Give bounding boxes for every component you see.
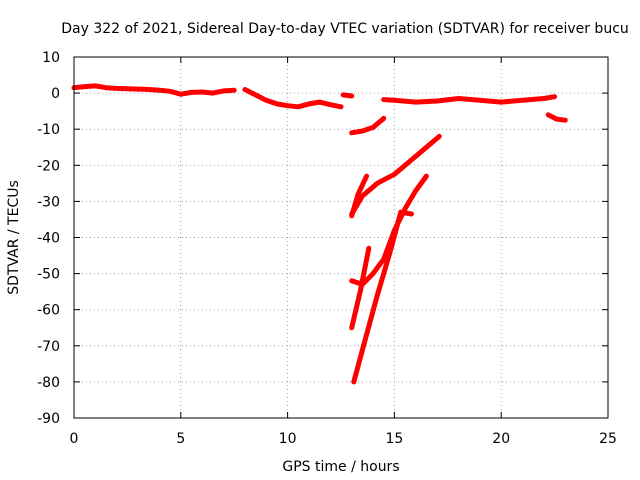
series-layer (71, 83, 568, 385)
y-tick-label: -90 (37, 411, 60, 427)
y-tick-label: -20 (37, 158, 60, 174)
y-tick-label: -70 (37, 339, 60, 355)
y-tick-label: 0 (51, 86, 60, 102)
series-trace-d (349, 115, 387, 136)
y-tick-label: -40 (37, 231, 60, 247)
y-tick-label: -60 (37, 303, 60, 319)
series-trace-i (349, 245, 372, 331)
series-trace-c (340, 92, 355, 99)
y-tick-label: -50 (37, 267, 60, 283)
series-trace-h (349, 173, 370, 219)
x-axis-label: GPS time / hours (282, 459, 399, 475)
series-trace-k (351, 209, 414, 385)
axis-ticks: 0 5 10 15 20 25 10 0 -10 -20 -30 -40 -50 -60 -70 -80 -90 (37, 50, 617, 447)
x-tick-label: 25 (599, 431, 617, 447)
series-trace-e (381, 94, 558, 105)
x-tick-label: 20 (492, 431, 510, 447)
series-trace-j (349, 173, 429, 287)
series-trace-f (545, 112, 568, 123)
x-tick-label: 10 (279, 431, 297, 447)
series-trace-a (71, 83, 237, 97)
y-tick-label: -80 (37, 375, 60, 391)
x-tick-label: 5 (176, 431, 185, 447)
grid-lines (74, 57, 608, 418)
y-tick-label: 10 (42, 50, 60, 66)
x-tick-label: 15 (385, 431, 403, 447)
y-tick-label: -30 (37, 194, 60, 210)
y-tick-label: -10 (37, 122, 60, 138)
x-tick-label: 0 (70, 431, 79, 447)
y-axis-label: SDTVAR / TECUs (6, 180, 22, 295)
series-trace-g (349, 133, 442, 217)
series-trace-b (242, 87, 344, 110)
chart-title: Day 322 of 2021, Sidereal Day-to-day VTE… (61, 21, 629, 37)
